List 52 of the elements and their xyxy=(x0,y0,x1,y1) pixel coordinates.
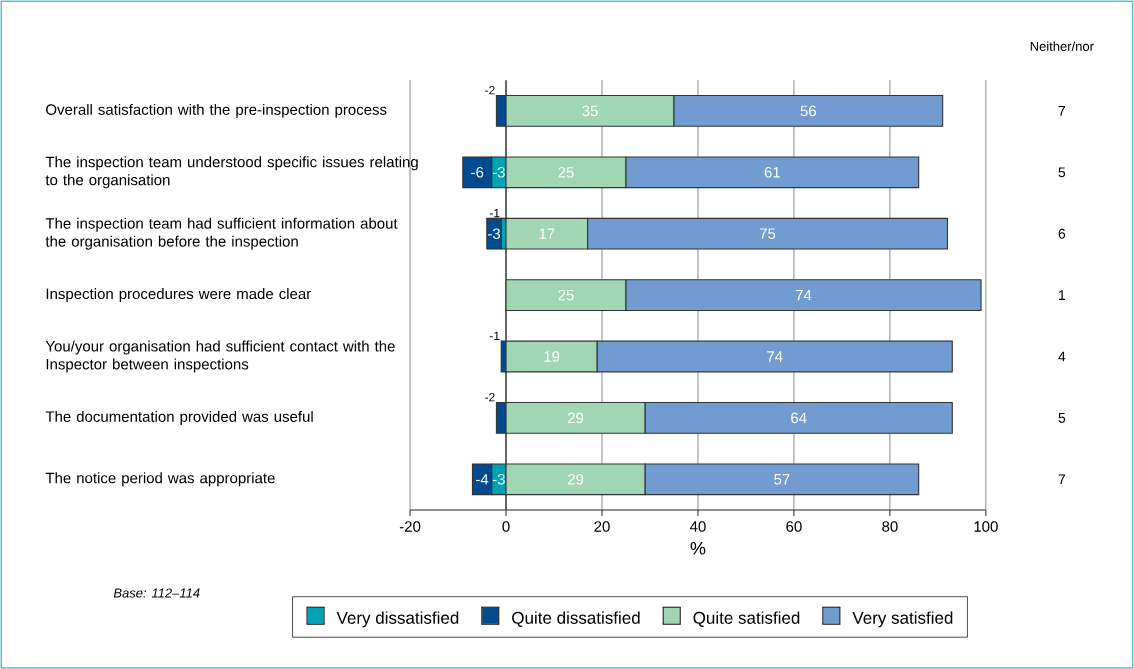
x-tick-label: 20 xyxy=(594,521,610,532)
data-label: 35 xyxy=(582,105,598,117)
data-label: -3 xyxy=(488,228,501,239)
y-tick-label: Overall satisfaction with the pre-inspection process xyxy=(46,103,387,118)
data-label: 57 xyxy=(774,474,790,485)
x-tick-label: 100 xyxy=(974,521,998,532)
text: 5 xyxy=(1058,412,1066,423)
data-label: 75 xyxy=(759,228,776,239)
data-label: -1 xyxy=(489,208,500,218)
data-label: 17 xyxy=(539,228,555,239)
x-tick-label: 60 xyxy=(786,521,802,532)
data-label: -4 xyxy=(476,474,489,485)
data-label: 61 xyxy=(764,166,780,178)
text: 5 xyxy=(1058,167,1066,178)
data-label: -3 xyxy=(492,473,505,485)
data-label: 19 xyxy=(544,351,560,362)
y-tick-label: The inspection team had sufficient information about the organisation before the inspection xyxy=(45,217,398,250)
legend-label: Quite dissatisfied xyxy=(512,611,640,627)
data-label: -6 xyxy=(471,166,484,178)
data-label: 56 xyxy=(800,105,816,117)
x-axis-title: % xyxy=(690,541,706,555)
text: 7 xyxy=(1058,105,1066,116)
text: Base: 112–114 xyxy=(113,588,200,598)
data-label: 29 xyxy=(568,473,584,485)
legend-label: Quite satisfied xyxy=(693,611,800,627)
text: 1 xyxy=(1059,290,1066,300)
data-label: -1 xyxy=(489,331,500,340)
x-tick-label: 0 xyxy=(502,521,510,532)
y-tick-label: You/your organisation had sufficient contact with the Inspector between inspections xyxy=(45,340,395,373)
y-tick-label: Inspection procedures were made clear xyxy=(46,288,311,302)
data-label: 29 xyxy=(568,412,584,424)
text: 4 xyxy=(1058,351,1066,362)
data-label: 25 xyxy=(558,166,574,178)
y-tick-label: The inspection team understood specific issues relating to the organisation xyxy=(45,156,418,189)
x-tick-label: 40 xyxy=(689,521,706,532)
data-label: -2 xyxy=(485,392,495,402)
x-tick-label: -20 xyxy=(399,521,421,532)
legend-label: Very dissatisfied xyxy=(336,611,459,628)
data-label: -2 xyxy=(485,85,495,95)
legend-label: Very satisfied xyxy=(852,611,953,628)
data-label: 25 xyxy=(558,289,574,301)
bar xyxy=(486,217,502,250)
y-tick-label: The notice period was appropriate xyxy=(45,472,275,487)
data-label: 74 xyxy=(767,351,783,362)
y-tick-label: The documentation provided was useful xyxy=(45,410,313,425)
data-label: -3 xyxy=(492,166,505,178)
data-label: 64 xyxy=(791,412,807,424)
text: Neither/nor xyxy=(1030,41,1094,51)
x-tick-label: 80 xyxy=(882,521,898,532)
text: 7 xyxy=(1058,474,1066,485)
text: 6 xyxy=(1058,228,1066,239)
data-label: 74 xyxy=(795,289,812,301)
